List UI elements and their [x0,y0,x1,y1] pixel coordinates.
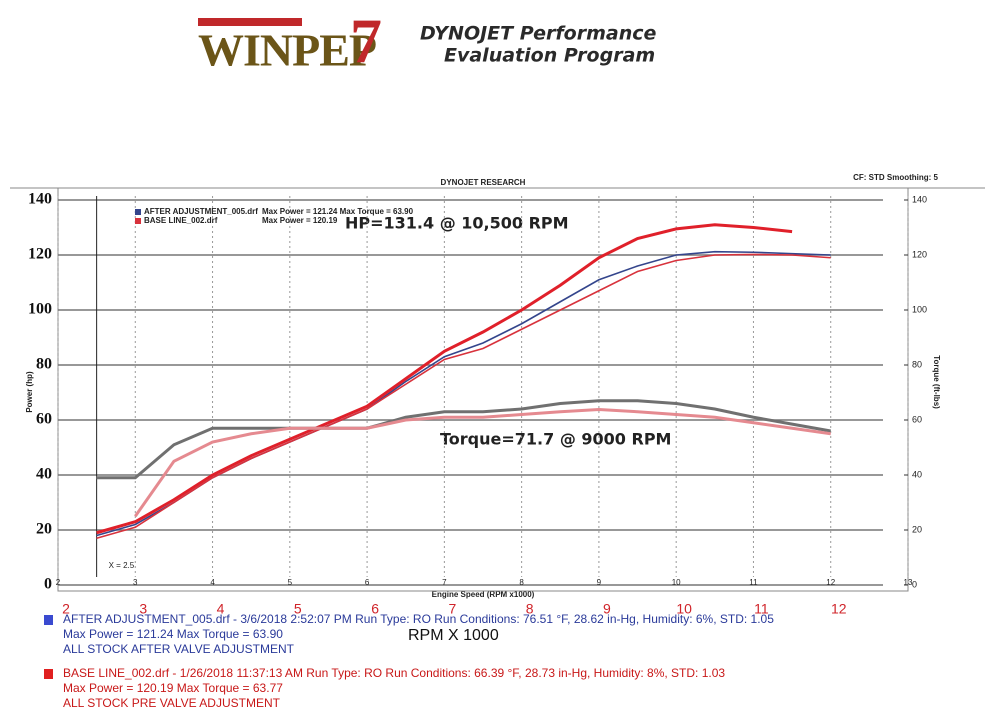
x-tick-label: 5 [288,578,293,587]
x-overlay-label: 4 [217,601,225,617]
x-tick-label: 13 [904,578,913,587]
run-info: Max Power = 120.19 Max Torque = 63.77 [63,681,283,695]
logo-number: 7 [350,6,382,77]
run-info: ALL STOCK PRE VALVE ADJUSTMENT [63,696,281,710]
y-tick-label: 40 [36,466,52,483]
x-tick-label: 4 [210,578,215,587]
x-tick-label: 9 [597,578,602,587]
x-tick-label: 12 [826,578,835,587]
y-axis-label: Power (hp) [25,371,34,413]
legend-label: BASE LINE_002.drf [144,216,218,225]
legend-detail: Max Power = 121.24 Max Torque = 63.90 [262,207,414,216]
x-overlay-label: 8 [526,601,534,617]
series-line [96,250,831,537]
run-info: AFTER ADJUSTMENT_005.drf - 3/6/2018 2:52… [63,612,774,626]
annotation: HP=131.4 @ 10,500 RPM [345,214,569,233]
legend-label: AFTER ADJUSTMENT_005.drf [144,207,258,216]
x-overlay-label: 11 [754,601,769,617]
x-overlay-label: 10 [676,601,692,617]
x-overlay-label: 12 [831,601,847,617]
x-overlay-label: 9 [603,601,611,617]
x-tick-label: 6 [365,578,370,587]
series-line [134,408,831,518]
y-tick-label: 80 [36,356,52,373]
x-overlay-label: 6 [371,601,379,617]
x-overlay-label: 5 [294,601,302,617]
x-tick-label: 10 [672,578,681,587]
y-tick-label: 20 [36,521,52,538]
x-tick-label: 8 [519,578,524,587]
x-tick-label: 2 [56,578,61,587]
legend-swatch [135,218,141,224]
chart-note: CF: STD Smoothing: 5 [853,173,938,182]
x-tick-label: 3 [133,578,138,587]
y2-tick-label: 100 [912,304,927,314]
y2-tick-label: 0 [912,579,917,589]
x-overlay-label: 3 [139,601,147,617]
y2-tick-label: 20 [912,524,922,534]
y2-tick-label: 80 [912,359,922,369]
x-overlay-label: 7 [448,601,456,617]
y-tick-label: 120 [28,246,52,263]
x-axis-label: Engine Speed (RPM x1000) [432,590,535,599]
rpm-label: RPM X 1000 [408,627,499,644]
series-line [96,223,793,535]
y2-tick-label: 120 [912,249,927,259]
x-overlay-label: 2 [62,601,70,617]
y2-tick-label: 60 [912,414,922,424]
header-line: Evaluation Program [444,45,655,67]
legend-detail: Max Power = 120.19 [262,216,338,225]
y2-tick-label: 140 [912,194,927,204]
y-tick-label: 140 [28,191,52,208]
legend-swatch [44,615,53,625]
annotation: Torque=71.7 @ 9000 RPM [440,430,671,449]
y2-axis-label: Torque (ft-lbs) [932,355,941,409]
y-tick-label: 60 [36,411,52,428]
chart-title: DYNOJET RESEARCH [441,178,526,187]
logo: WINPEP [198,25,376,76]
legend-swatch [135,209,141,215]
run-info: BASE LINE_002.drf - 1/26/2018 11:37:13 A… [63,666,725,680]
x-tick-label: 11 [749,578,758,587]
header-line: DYNOJET Performance [420,23,657,45]
y2-tick-label: 40 [912,469,922,479]
y-tick-label: 0 [44,576,52,593]
y-tick-label: 100 [28,301,52,318]
legend-swatch [44,669,53,679]
run-info: Max Power = 121.24 Max Torque = 63.90 [63,627,283,641]
cursor-label: X = 2.5 [109,561,135,570]
run-info: ALL STOCK AFTER VALVE ADJUSTMENT [63,642,295,656]
logo-bar [198,18,302,26]
series-line [96,399,831,480]
series-line [96,253,831,540]
x-tick-label: 7 [442,578,447,587]
